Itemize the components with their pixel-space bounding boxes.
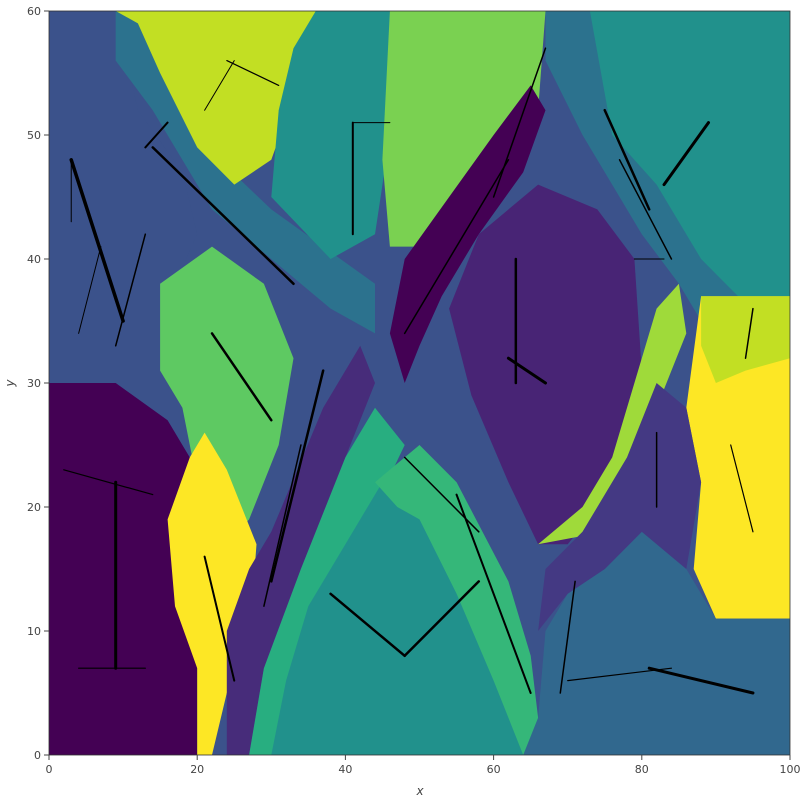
region-13 — [375, 445, 539, 755]
x-tick-label: 60 — [487, 763, 501, 776]
y-axis: 0 10 20 30 40 50 60 — [27, 5, 49, 762]
fiber-19 — [263, 444, 302, 607]
fiber-13 — [662, 121, 710, 187]
y-tick-label: 0 — [34, 749, 41, 762]
region-10 — [226, 345, 375, 755]
fiber-24 — [329, 592, 406, 658]
region-17 — [686, 296, 790, 619]
region-15 — [449, 184, 642, 545]
fiber-6 — [226, 59, 280, 87]
x-tick-label: 20 — [190, 763, 204, 776]
region-19 — [523, 531, 790, 755]
fiber-22 — [63, 469, 154, 496]
region-3 — [271, 11, 390, 259]
y-tick-label: 10 — [27, 625, 41, 638]
fiber-14 — [618, 159, 673, 260]
fiber-0 — [69, 158, 125, 323]
y-axis-label: y — [3, 379, 17, 388]
x-tick-label: 80 — [635, 763, 649, 776]
fiber-33 — [730, 444, 754, 533]
fiber-10 — [492, 47, 547, 198]
fiber-17 — [210, 332, 273, 422]
x-tick-label: 100 — [780, 763, 800, 776]
region-18 — [701, 296, 790, 383]
region-7 — [160, 246, 294, 545]
region-2 — [115, 11, 316, 185]
y-tick-label: 20 — [27, 501, 41, 514]
fiber-11 — [403, 159, 510, 335]
fiber-5 — [78, 246, 102, 334]
y-tick-label: 40 — [27, 253, 41, 266]
fiber-30 — [559, 580, 576, 694]
fiber-32 — [744, 307, 754, 359]
fiber-1 — [144, 121, 169, 149]
fiber-29 — [647, 666, 755, 695]
fiber-3 — [114, 233, 147, 347]
fiber-27 — [403, 456, 480, 533]
fiber-18 — [270, 369, 325, 583]
y-tick-label: 60 — [27, 5, 41, 18]
x-tick-label: 0 — [46, 763, 53, 776]
x-axis: 0 20 40 60 80 100 — [46, 755, 800, 776]
region-20 — [538, 383, 702, 631]
x-tick-label: 40 — [338, 763, 352, 776]
y-tick-label: 50 — [27, 129, 41, 142]
fiber-2 — [151, 146, 295, 286]
fiber-25 — [403, 580, 481, 658]
region-4 — [382, 11, 546, 247]
fiber-23 — [203, 555, 236, 682]
region-16 — [538, 283, 687, 545]
fiber-12 — [603, 108, 651, 211]
fiber-7 — [204, 60, 235, 111]
x-axis-label: x — [415, 784, 424, 798]
fiber-layer — [63, 47, 755, 695]
fiber-26 — [455, 493, 532, 694]
y-tick-label: 30 — [27, 377, 41, 390]
region-6 — [589, 11, 790, 297]
